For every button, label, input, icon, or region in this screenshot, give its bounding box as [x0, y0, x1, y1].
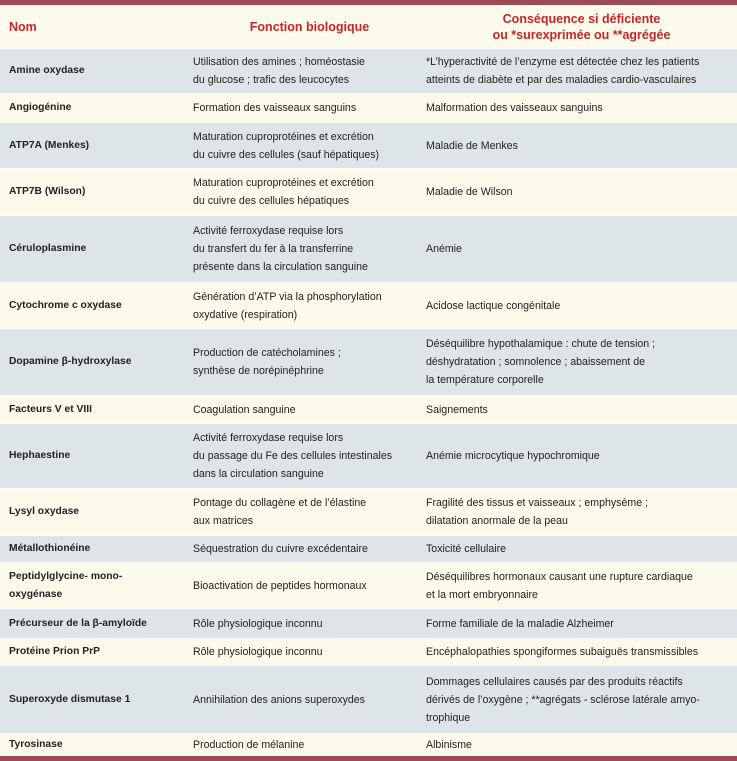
table-row: Protéine Prion PrP Rôle physiologique inc… — [0, 638, 737, 666]
table-row: ATP7B (Wilson) Maturation cuproprotéines … — [0, 168, 737, 216]
cell-consequence: Toxicité cellulaire — [426, 535, 737, 563]
cell-function: Séquestration du cuivre excédentaire — [193, 535, 426, 563]
cell-function: Utilisation des amines ; homéostasie du … — [193, 48, 426, 94]
cell-consequence: Fragilité des tissus et vaisseaux ; emph… — [426, 488, 737, 536]
cell-name: Lysyl oxydase — [0, 488, 193, 536]
table-row: Métallothionéine Séquestration du cuivre … — [0, 535, 737, 563]
cell-name: Angiogénine — [0, 93, 193, 123]
cell-name: Métallothionéine — [0, 535, 193, 563]
cell-function: Production de mélanine — [193, 733, 426, 757]
cell-name: Tyrosinase — [0, 733, 193, 757]
cell-name: Peptidylglycine- mono- oxygénase — [0, 562, 193, 609]
cell-function: Maturation cuproprotéines et excrétion d… — [193, 122, 426, 169]
cell-consequence: Anémie — [426, 215, 737, 283]
table-row: Superoxyde dismutase 1 Annihilation des a… — [0, 665, 737, 734]
cell-function: Coagulation sanguine — [193, 395, 426, 424]
header-consequence: Conséquence si déficiente ou *surexprimé… — [492, 11, 671, 42]
table-row: Amine oxydase Utilisation des amines ; ho… — [0, 48, 737, 94]
table-row: Facteurs V et VIII Coagulation sanguine Sa… — [0, 395, 737, 424]
cell-function: Production de catécholamines ; synthèse … — [193, 328, 426, 396]
header-row: Nom Fonction biologique Conséquence si d… — [0, 5, 737, 49]
cell-name: Facteurs V et VIII — [0, 395, 193, 424]
cell-consequence: Malformation des vaisseaux sanguins — [426, 93, 737, 123]
header-name: Nom — [9, 19, 37, 34]
cell-function: Annihilation des anions superoxydes — [193, 665, 426, 734]
table-row: Cytochrome c oxydase Génération d’ATP via… — [0, 282, 737, 329]
cell-function: Pontage du collagène et de l’élastine au… — [193, 488, 426, 536]
cell-consequence: Déséquilibre hypothalamique : chute de t… — [426, 328, 737, 396]
cell-name: Amine oxydase — [0, 48, 193, 94]
cell-function: Maturation cuproprotéines et excrétion d… — [193, 168, 426, 216]
cell-function: Rôle physiologique inconnu — [193, 608, 426, 639]
cell-function: Activité ferroxydase requise lors du pas… — [193, 423, 426, 489]
cell-consequence: Dommages cellulaires causés par des prod… — [426, 665, 737, 734]
cell-consequence: Anémie microcytique hypochromique — [426, 423, 737, 489]
top-border — [0, 0, 737, 5]
table-row: ATP7A (Menkes) Maturation cuproprotéines … — [0, 122, 737, 169]
cell-name: Précurseur de la β-amyloïde — [0, 608, 193, 639]
table-row: Céruloplasmine Activité ferroxydase requi… — [0, 215, 737, 283]
cell-function: Bioactivation de peptides hormonaux — [193, 562, 426, 609]
cell-name: Superoxyde dismutase 1 — [0, 665, 193, 734]
table-row: Dopamine β-hydroxylase Production de caté… — [0, 328, 737, 396]
table-row: Précurseur de la β-amyloïde Rôle physiolo… — [0, 608, 737, 639]
cell-consequence: Albinisme — [426, 733, 737, 757]
cell-function: Formation des vaisseaux sanguins — [193, 93, 426, 123]
cell-name: Cytochrome c oxydase — [0, 282, 193, 329]
cell-name: ATP7B (Wilson) — [0, 168, 193, 216]
cell-name: ATP7A (Menkes) — [0, 122, 193, 169]
table-row: Tyrosinase Production de mélanine Albinism… — [0, 733, 737, 757]
cell-consequence: Encéphalopathies spongiformes subaiguës … — [426, 638, 737, 666]
table-row: Angiogénine Formation des vaisseaux sangu… — [0, 93, 737, 123]
header-function: Fonction biologique — [249, 19, 370, 34]
cell-name: Céruloplasmine — [0, 215, 193, 283]
cell-name: Protéine Prion PrP — [0, 638, 193, 666]
table-row: Lysyl oxydase Pontage du collagène et de … — [0, 488, 737, 536]
bottom-border — [0, 756, 737, 761]
table-row: Peptidylglycine- mono- oxygénase Bioactiv… — [0, 562, 737, 609]
cell-consequence: Acidose lactique congénitale — [426, 282, 737, 329]
cell-consequence: Déséquilibres hormonaux causant une rupt… — [426, 562, 737, 609]
cell-name: Hephaestine — [0, 423, 193, 489]
cell-function: Génération d’ATP via la phosphorylation … — [193, 282, 426, 329]
cell-name: Dopamine β-hydroxylase — [0, 328, 193, 396]
cell-consequence: Saignements — [426, 395, 737, 424]
cell-consequence: Maladie de Wilson — [426, 168, 737, 216]
copper-proteins-table: Nom Fonction biologique Conséquence si d… — [0, 5, 737, 757]
cell-consequence: *L’hyperactivité de l’enzyme est détecté… — [426, 48, 737, 94]
table-row: Hephaestine Activité ferroxydase requise … — [0, 423, 737, 489]
cell-function: Rôle physiologique inconnu — [193, 638, 426, 666]
cell-consequence: Maladie de Menkes — [426, 122, 737, 169]
cell-consequence: Forme familiale de la maladie Alzheimer — [426, 608, 737, 639]
cell-function: Activité ferroxydase requise lors du tra… — [193, 215, 426, 283]
